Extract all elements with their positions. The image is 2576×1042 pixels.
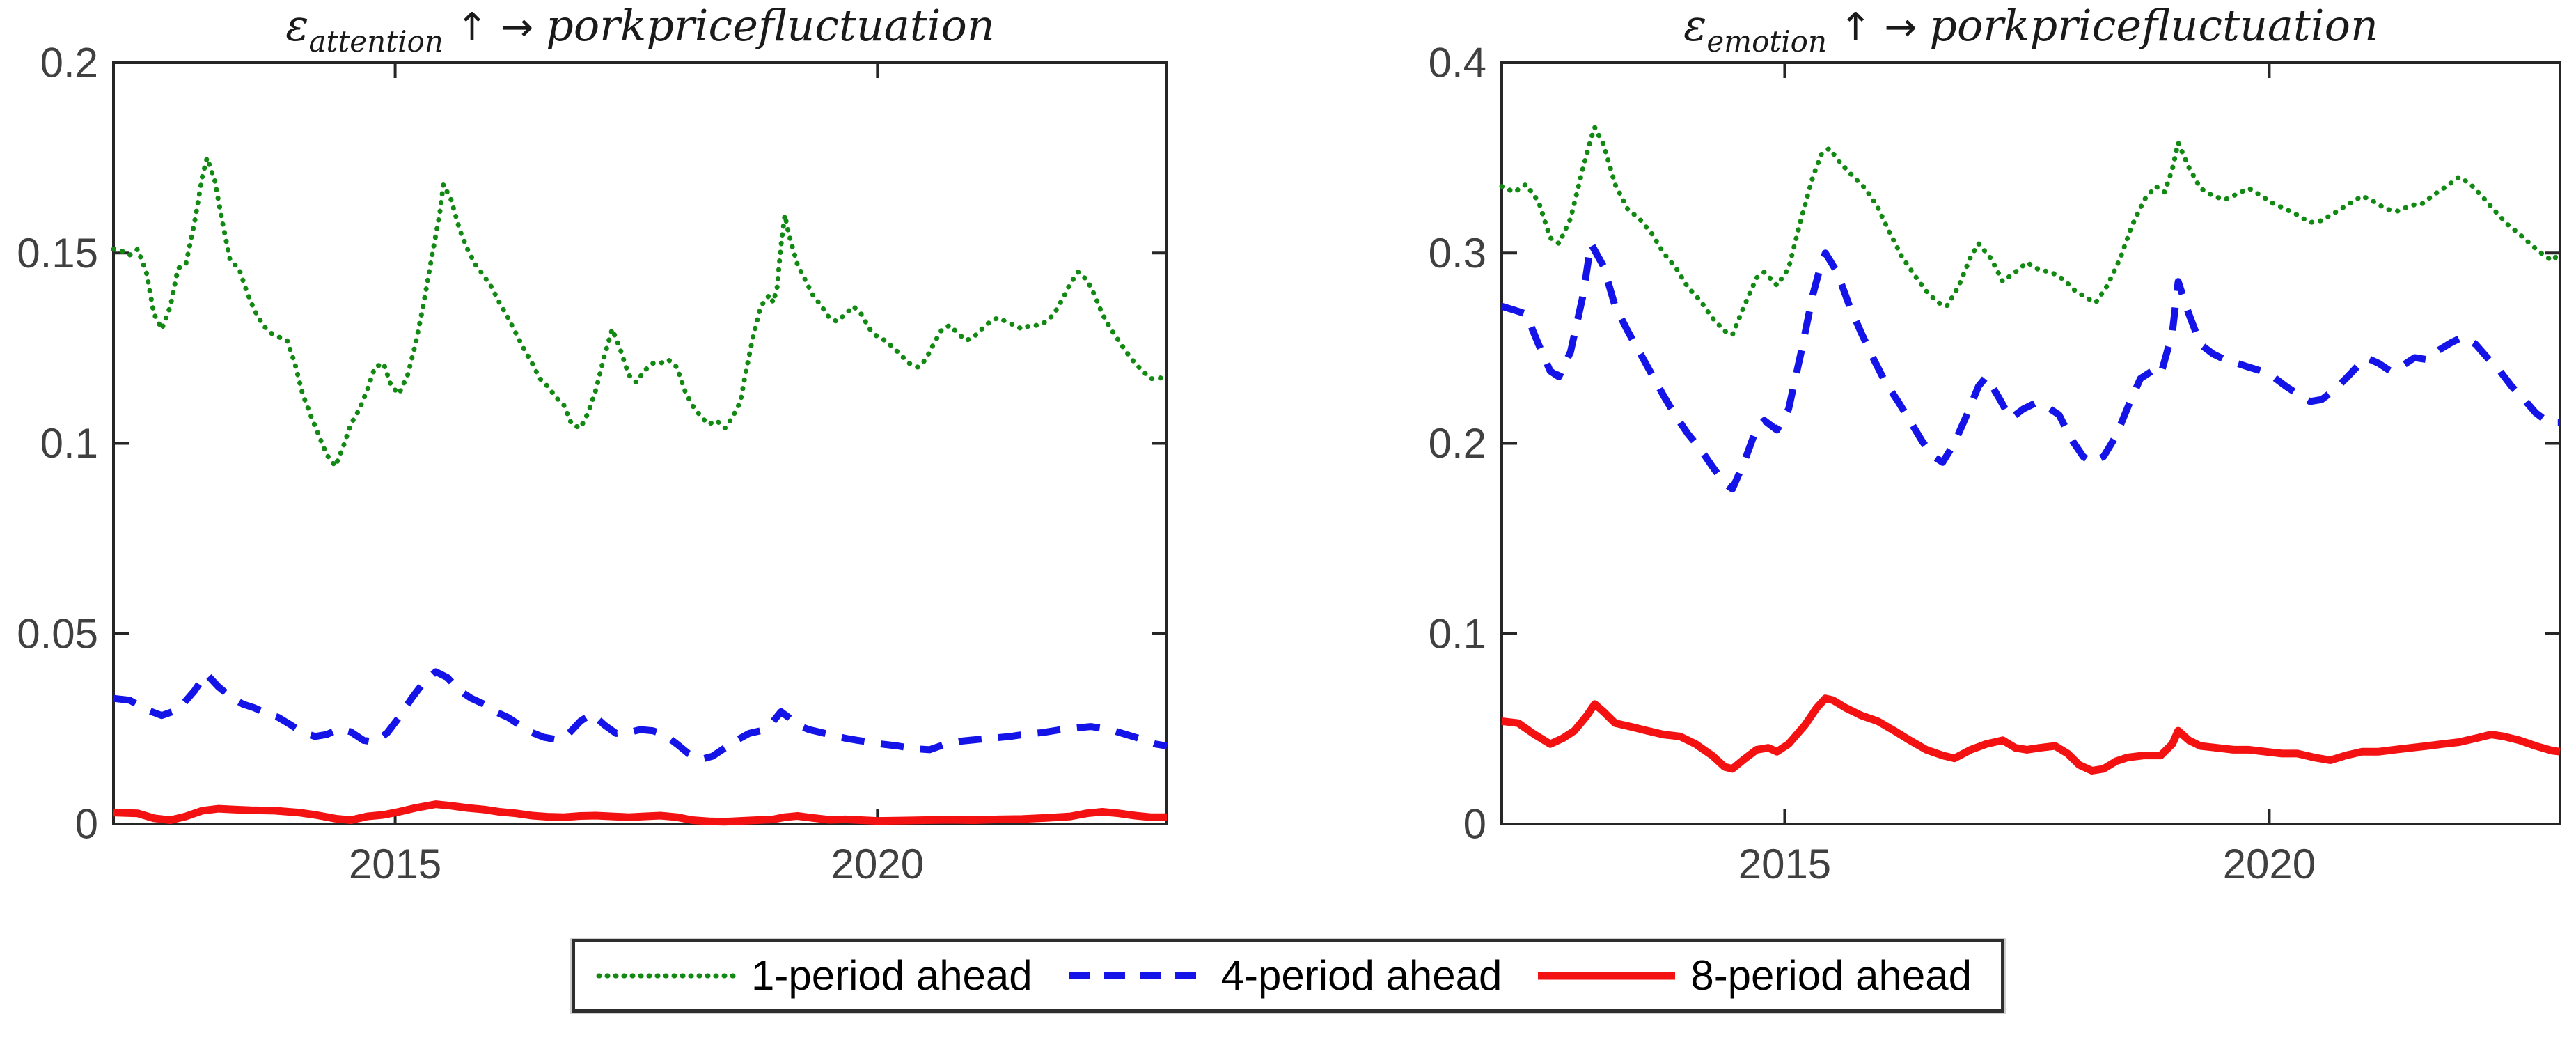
legend-item-4-period: 4-period ahead [1066,955,1502,997]
y-tick-label: 0.4 [1429,40,1486,86]
series-4-period-ahead [113,668,1168,763]
legend-box: 1-period ahead 4-period ahead 8-period a… [572,939,2004,1013]
dashed-line-swatch [1068,972,1206,979]
series-8-period-ahead [1501,694,2561,775]
x-tick-label: 2020 [831,841,924,887]
series-4-period-ahead [1500,240,2560,493]
legend-label: 1-period ahead [751,952,1032,999]
y-tick-label: 0.15 [17,230,98,277]
panel-title: εemotion ↑ → porkpricefluctuation [1683,0,2378,59]
x-tick-label: 2015 [349,841,441,887]
dotted-line-swatch [596,973,739,979]
y-tick-label: 0.2 [40,40,98,86]
x-tick-label: 2015 [1738,841,1831,887]
panel-0: 0 0.05 0.1 0.15 0.2 2015 2020 εattention ↑ → po… [17,0,1170,887]
plot-box [1500,61,2561,825]
y-tick-label: 0.1 [40,420,98,467]
legend-label: 8-period ahead [1690,952,1972,999]
panel-title: εattention ↑ → porkpricefluctuation [285,0,995,59]
series-1-period-ahead [1499,125,2563,338]
legend-item-8-period: 8-period ahead [1535,955,1972,997]
y-tick-label: 0.05 [17,610,98,657]
dual-line-chart: 0 0.05 0.1 0.15 0.2 2015 2020 εattention ↑ → po… [17,0,2563,887]
plot-box [112,61,1168,825]
y-tick-label: 0.3 [1429,230,1486,277]
y-tick-label: 0 [75,801,98,848]
y-tick-label: 0 [1463,801,1486,848]
series-1-period-ahead [111,155,1170,469]
panel-1: 0 0.1 0.2 0.3 0.4 2015 2020 εemotion ↑ → porkpr… [1429,0,2563,887]
legend-label: 4-period ahead [1220,952,1502,999]
y-tick-label: 0.2 [1429,420,1486,467]
y-tick-label: 0.1 [1429,610,1486,657]
x-tick-label: 2020 [2223,841,2316,887]
solid-line-swatch [1538,972,1676,980]
series-8-period-ahead [113,800,1167,826]
legend-item-1-period: 1-period ahead [596,955,1032,997]
